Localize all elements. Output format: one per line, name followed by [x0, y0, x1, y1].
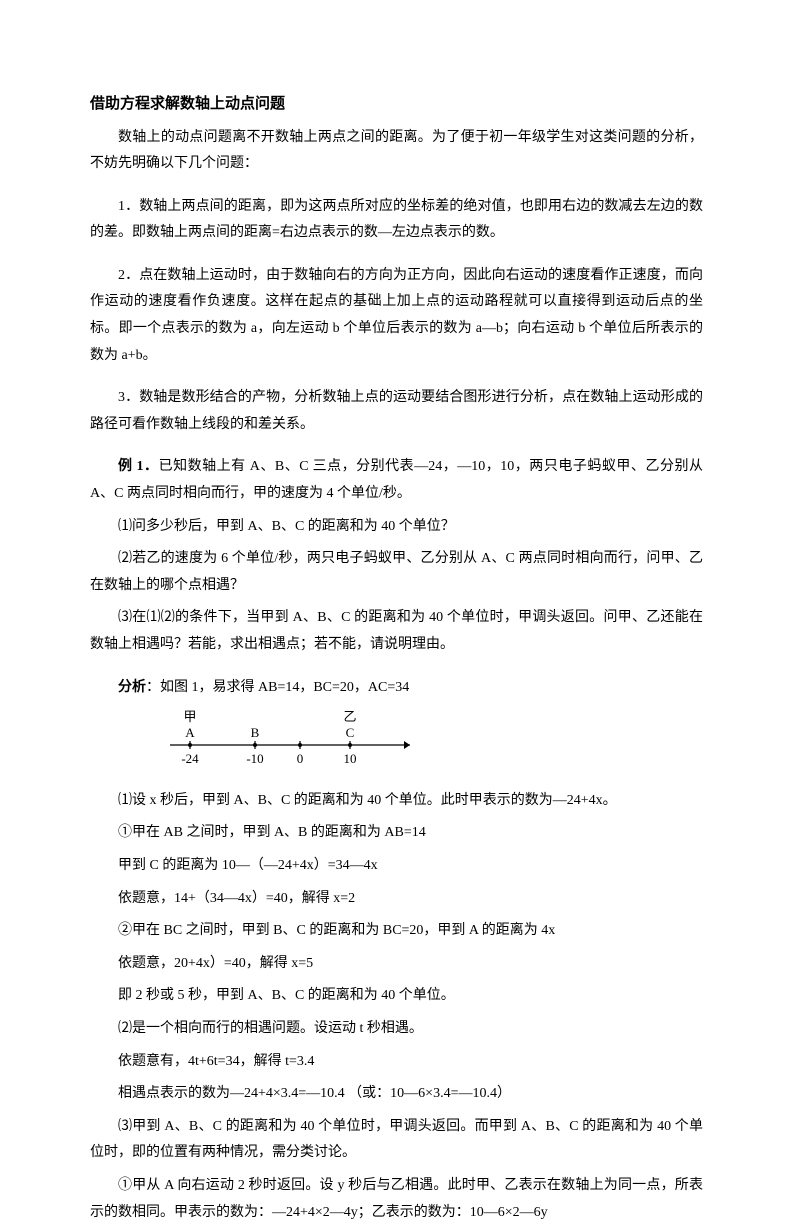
spacer — [90, 184, 703, 194]
solution-line: 甲到 C 的距离为 10—（—24+4x）=34—4x — [90, 853, 703, 880]
solution-line: 依题意有，4t+6t=34，解得 t=3.4 — [90, 1049, 703, 1076]
svg-text:10: 10 — [344, 751, 357, 766]
svg-text:-10: -10 — [246, 751, 263, 766]
solution-line: ①甲在 AB 之间时，甲到 A、B 的距离和为 AB=14 — [90, 820, 703, 847]
svg-text:乙: 乙 — [343, 709, 356, 724]
solution-line: 即 2 秒或 5 秒，甲到 A、B、C 的距离和为 40 个单位。 — [90, 983, 703, 1010]
point-1: 1．数轴上两点间的距离，即为这两点所对应的坐标差的绝对值，也即用右边的数减去左边… — [90, 194, 703, 247]
question-2: ⑵若乙的速度为 6 个单位/秒，两只电子蚂蚁甲、乙分别从 A、C 两点同时相向而… — [90, 546, 703, 599]
svg-text:0: 0 — [297, 751, 304, 766]
svg-text:甲: 甲 — [183, 709, 196, 724]
spacer — [90, 253, 703, 263]
solution-line: 依题意，20+4x）=40，解得 x=5 — [90, 951, 703, 978]
document-page: 借助方程求解数轴上动点问题 数轴上的动点问题离不开数轴上两点之间的距离。为了便于… — [0, 0, 793, 1122]
svg-text:B: B — [251, 725, 260, 740]
number-line-diagram: -24 A甲 -10 B 0 10 C乙 — [160, 707, 703, 778]
analysis-line: 分析：如图 1，易求得 AB=14，BC=20，AC=34 — [90, 675, 703, 702]
spacer — [90, 444, 703, 454]
example-text: 已知数轴上有 A、B、C 三点，分别代表—24，—10，10，两只电子蚂蚁甲、乙… — [90, 459, 703, 501]
intro-paragraph: 数轴上的动点问题离不开数轴上两点之间的距离。为了便于初一年级学生对这类问题的分析… — [90, 125, 703, 178]
analysis-text: ：如图 1，易求得 AB=14，BC=20，AC=34 — [146, 680, 409, 695]
document-title: 借助方程求解数轴上动点问题 — [90, 90, 703, 119]
example-1-stem: 例 1．已知数轴上有 A、B、C 三点，分别代表—24，—10，10，两只电子蚂… — [90, 454, 703, 507]
spacer — [90, 665, 703, 675]
solution-line: ⑵是一个相向而行的相遇问题。设运动 t 秒相遇。 — [90, 1016, 703, 1043]
spacer — [90, 375, 703, 385]
point-3: 3．数轴是数形结合的产物，分析数轴上点的运动要结合图形进行分析，点在数轴上运动形… — [90, 385, 703, 438]
solution-line: 相遇点表示的数为—24+4×3.4=—10.4 （或：10—6×3.4=—10.… — [90, 1081, 703, 1108]
solution-line: ⑴设 x 秒后，甲到 A、B、C 的距离和为 40 个单位。此时甲表示的数为—2… — [90, 788, 703, 815]
question-1: ⑴问多少秒后，甲到 A、B、C 的距离和为 40 个单位？ — [90, 514, 703, 541]
point-2: 2．点在数轴上运动时，由于数轴向右的方向为正方向，因此向右运动的速度看作正速度，… — [90, 263, 703, 369]
solution-line: ①甲从 A 向右运动 2 秒时返回。设 y 秒后与乙相遇。此时甲、乙表示在数轴上… — [90, 1173, 703, 1226]
analysis-label: 分析 — [118, 680, 146, 695]
solution-line: ②甲在 BC 之间时，甲到 B、C 的距离和为 BC=20，甲到 A 的距离为 … — [90, 918, 703, 945]
svg-text:-24: -24 — [181, 751, 199, 766]
number-line-svg: -24 A甲 -10 B 0 10 C乙 — [160, 707, 420, 767]
example-label: 例 1． — [118, 459, 159, 474]
svg-text:A: A — [185, 725, 195, 740]
svg-text:C: C — [346, 725, 355, 740]
question-3: ⑶在⑴⑵的条件下，当甲到 A、B、C 的距离和为 40 个单位时，甲调头返回。问… — [90, 605, 703, 658]
solution-line: 依题意，14+（34—4x）=40，解得 x=2 — [90, 886, 703, 913]
